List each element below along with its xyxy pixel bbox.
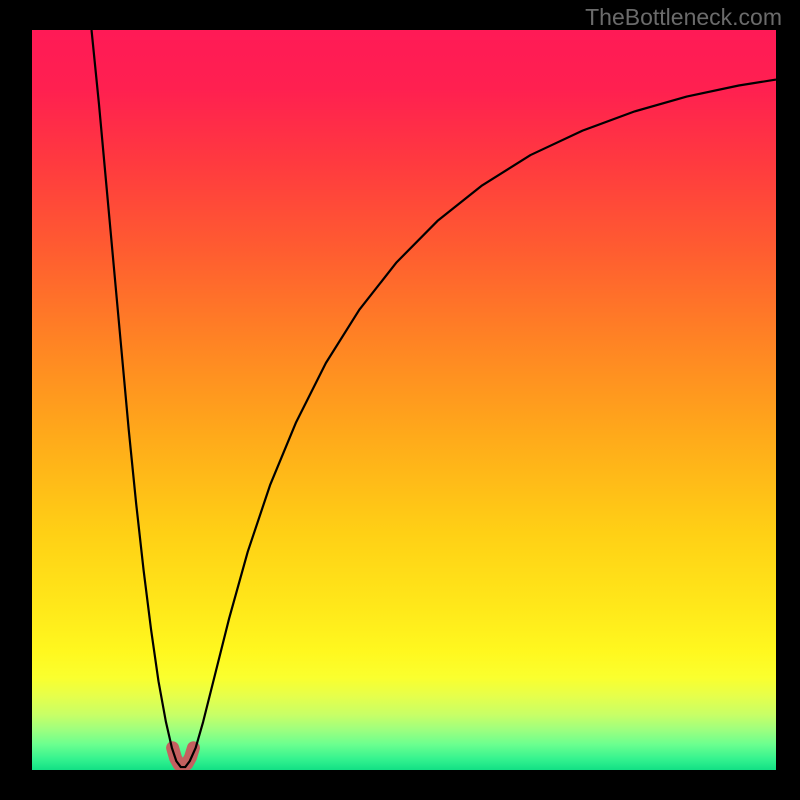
frame-border-bottom bbox=[0, 770, 800, 800]
frame-border-right bbox=[776, 0, 800, 800]
chart-svg bbox=[0, 0, 800, 800]
watermark-text: TheBottleneck.com bbox=[585, 4, 782, 31]
frame-border-left bbox=[0, 0, 32, 800]
chart-frame bbox=[0, 0, 800, 800]
plot-background bbox=[32, 30, 776, 770]
